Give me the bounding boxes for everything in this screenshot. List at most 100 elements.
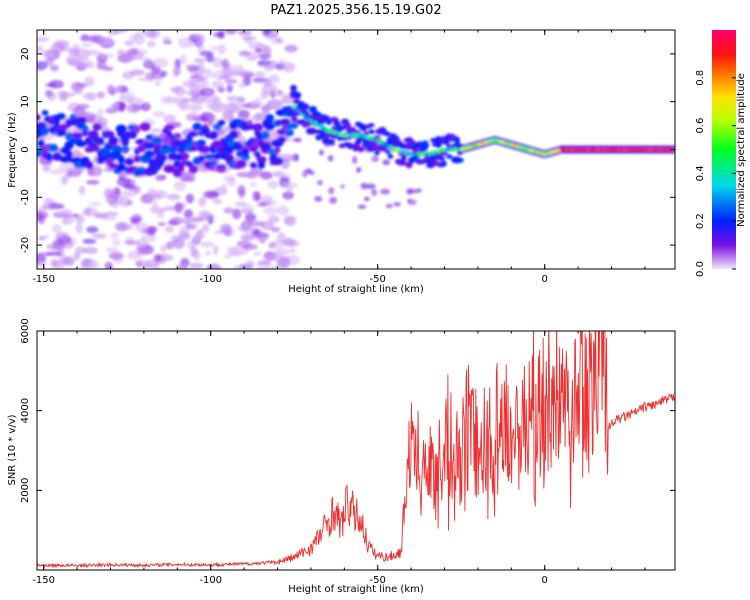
heatmap-signal-cell — [400, 160, 407, 166]
heatmap-noise-cell — [244, 212, 257, 222]
heatmap-signal-cell — [161, 144, 170, 150]
heatmap-noise-cell — [217, 86, 226, 93]
heatmap-signal-cell — [437, 156, 445, 161]
heatmap-noise-cell — [293, 137, 302, 143]
heatmap-noise-cell — [329, 196, 338, 204]
colorbar-tick-label: 0.6 — [695, 118, 706, 134]
heatmap-signal-cell — [251, 123, 264, 132]
heatmap-noise-cell — [352, 155, 358, 164]
heatmap-noise-cell — [240, 234, 256, 241]
heatmap-signal-cell — [116, 163, 126, 172]
heatmap-signal-cell — [217, 119, 226, 126]
heatmap-noise-cell — [96, 64, 108, 71]
heatmap-noise-cell — [60, 240, 74, 249]
heatmap-signal-cell — [290, 115, 298, 123]
heatmap-noise-cell — [38, 235, 45, 241]
colorbar-tick-label: 0.0 — [695, 261, 706, 277]
heatmap-noise-cell — [201, 223, 210, 233]
heatmap-noise-cell — [177, 37, 193, 48]
heatmap-noise-cell — [175, 264, 188, 269]
heatmap-noise-cell — [84, 207, 92, 216]
heatmap-noise-cell — [193, 58, 206, 64]
heatmap-noise-cell — [407, 198, 417, 206]
heatmap-signal-cell — [233, 141, 242, 148]
heatmap-signal-cell — [430, 137, 437, 143]
heatmap-noise-cell — [100, 53, 114, 58]
heatmap-noise-cell — [185, 222, 198, 230]
line-y-axis-title: SNR (10 * v/v) — [7, 414, 18, 485]
heatmap-cells — [37, 30, 675, 269]
heatmap-signal-cell — [292, 99, 301, 105]
heatmap-signal-cell — [140, 123, 151, 132]
heatmap-noise-cell — [37, 45, 44, 53]
heatmap-noise-cell — [276, 205, 290, 216]
heatmap-noise-cell — [74, 83, 88, 88]
heatmap-noise-cell — [187, 66, 200, 73]
heatmap-noise-cell — [37, 261, 47, 267]
heatmap-noise-cell — [259, 171, 273, 180]
heatmap-noise-cell — [124, 40, 134, 46]
heatmap-noise-cell — [105, 107, 118, 114]
heatmap-noise-cell — [85, 61, 95, 69]
heatmap-signal-cell — [374, 150, 380, 156]
heatmap-noise-cell — [51, 259, 66, 269]
heatmap-noise-cell — [271, 239, 285, 249]
heatmap-noise-cell — [380, 188, 391, 195]
heatmap-noise-cell — [206, 263, 222, 269]
heatmap-signal-cell — [236, 159, 247, 167]
heatmap-noise-cell — [270, 226, 281, 233]
heatmap-noise-cell — [46, 243, 59, 251]
heatmap-noise-cell — [152, 110, 166, 118]
heatmap-noise-cell — [118, 101, 126, 113]
heatmap-noise-cell — [38, 214, 46, 225]
heatmap-noise-cell — [241, 224, 256, 235]
heatmap-noise-cell — [92, 233, 107, 239]
heatmap-noise-cell — [37, 36, 50, 42]
heatmap-signal-cell — [359, 124, 368, 130]
heatmap-noise-cell — [273, 100, 284, 107]
line-plot-area — [37, 331, 675, 570]
heatmap-noise-cell — [284, 44, 298, 53]
heatmap-signal-cell — [300, 103, 310, 110]
heatmap-signal-cell — [181, 152, 190, 161]
heatmap-noise-cell — [207, 116, 214, 127]
heatmap-noise-cell — [357, 167, 362, 172]
heatmap-signal-cell — [92, 123, 102, 131]
heatmap-noise-cell — [200, 111, 211, 117]
heatmap-signal-cell — [439, 150, 448, 156]
heatmap-noise-cell — [314, 196, 323, 202]
colorbar-tick-label: 0.2 — [695, 213, 706, 229]
heatmap-noise-cell — [406, 188, 413, 195]
heatmap-noise-cell — [199, 68, 212, 74]
heatmap-x-axis-title: Height of straight line (km) — [288, 284, 424, 295]
heatmap-signal-cell — [208, 131, 218, 140]
heatmap-noise-cell — [129, 33, 139, 41]
heatmap-noise-cell — [48, 79, 64, 89]
heatmap-signal-cell — [419, 159, 426, 165]
heatmap-signal-cell — [188, 165, 199, 174]
heatmap-noise-cell — [131, 214, 143, 221]
heatmap-signal-cell — [440, 160, 447, 167]
heatmap-noise-cell — [199, 87, 215, 97]
heatmap-noise-cell — [179, 54, 187, 64]
heatmap-noise-cell — [137, 77, 153, 82]
heatmap-noise-cell — [276, 89, 284, 97]
heatmap-noise-cell — [76, 103, 90, 110]
heatmap-noise-cell — [229, 70, 244, 76]
heatmap-noise-cell — [46, 251, 62, 257]
heatmap-noise-cell — [263, 79, 272, 88]
heatmap-noise-cell — [224, 253, 232, 259]
heatmap-signal-cell — [200, 145, 210, 154]
line-x-tick-label: 0 — [542, 575, 548, 586]
heatmap-signal-cell — [387, 153, 394, 159]
heatmap-noise-cell — [133, 185, 141, 194]
heatmap-signal-cell — [196, 139, 207, 147]
heatmap-noise-cell — [236, 171, 252, 178]
heatmap-signal-cell — [124, 157, 135, 166]
heatmap-signal-cell — [192, 122, 203, 131]
heatmap-signal-cell — [157, 158, 165, 167]
heatmap-signal-cell — [422, 140, 429, 145]
heatmap-signal-cell — [75, 140, 87, 148]
heatmap-noise-cell — [223, 102, 239, 114]
